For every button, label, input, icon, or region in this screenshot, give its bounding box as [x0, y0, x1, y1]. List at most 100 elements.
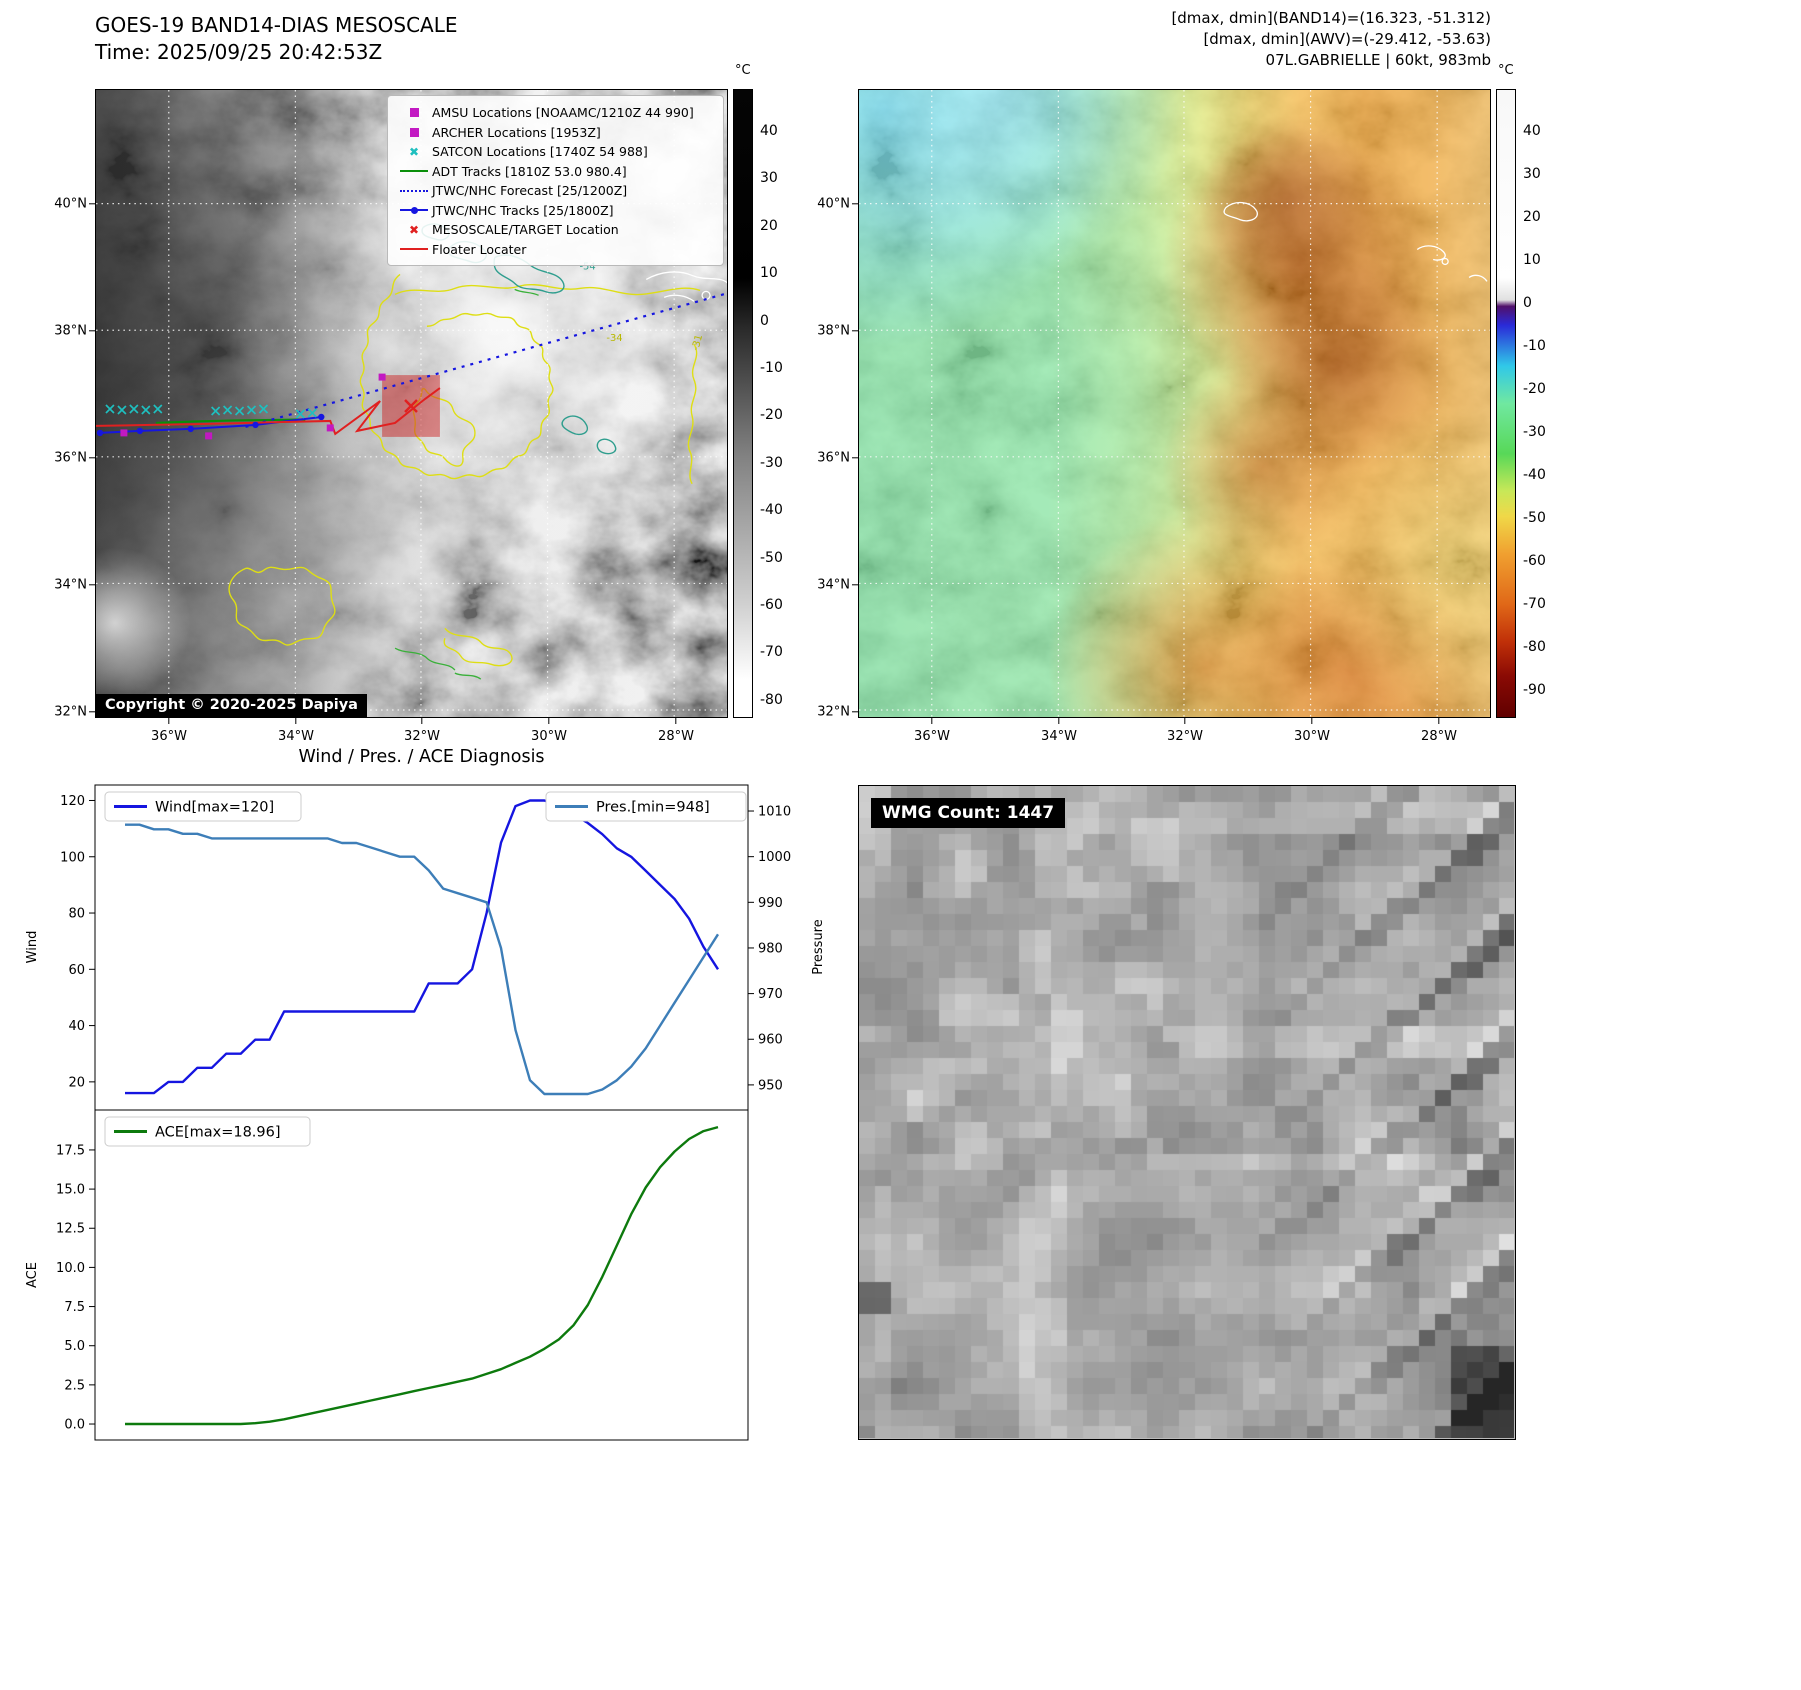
colorbar-tick-label: -80: [760, 691, 783, 708]
lon-tick-label: 34°W: [1041, 729, 1077, 744]
lon-tick-label: 36°W: [914, 729, 950, 744]
pressure-axis-label: Pressure: [811, 919, 826, 975]
lon-tick-label: 36°W: [151, 729, 187, 744]
pressure-legend-label: Pres.[min=948]: [596, 800, 710, 816]
lon-tick-label: 28°W: [658, 729, 694, 744]
temperature-contours-yellow: [228, 273, 701, 667]
satcon-markers: [105, 404, 317, 419]
timestamp: Time: 2025/09/25 20:42:53Z: [95, 40, 383, 64]
lon-tick-label: 32°W: [404, 729, 440, 744]
legend-marker: [396, 170, 432, 172]
pressure-legend: Pres.[min=948]: [545, 791, 747, 822]
colorbar-tick-label: -50: [760, 549, 783, 566]
band14-colorbar: °C 40 30 20 10 0 -10 -20 -30 -40 -50 -60 -70 -80: [733, 63, 805, 718]
lat-tick-label: 40°N: [54, 196, 87, 212]
pressure-tick-label: 950: [758, 1078, 783, 1093]
lon-tick-label: 28°W: [1421, 729, 1457, 744]
colorbar-tick-label: 40: [1523, 123, 1541, 139]
legend-item-label: JTWC/NHC Tracks [25/1800Z]: [432, 202, 614, 218]
lat-tick-label: 36°N: [54, 450, 87, 466]
colorbar-tick-label: -30: [760, 454, 783, 471]
lon-tickmark: [675, 718, 677, 724]
colorbar-tick-label: 30: [760, 170, 778, 187]
legend-item: ARCHER Locations [1953Z]: [396, 124, 715, 141]
lat-tickmark: [89, 584, 95, 586]
legend-item: ADT Tracks [1810Z 53.0 980.4]: [396, 163, 715, 180]
lat-tickmark: [852, 203, 858, 205]
colorbar-tick-label: -90: [1523, 682, 1546, 698]
contour-value-label: -31: [690, 333, 705, 352]
colorbar-tick-label: 20: [760, 217, 778, 234]
wmg-count-label: WMG Count: 1447: [871, 798, 1066, 828]
legend-marker: ✖: [396, 224, 432, 236]
contour-path: [687, 343, 698, 485]
lon-tickmark: [168, 718, 170, 724]
wind-legend: Wind[max=120]: [104, 791, 302, 822]
awv-white-contours: [1223, 201, 1488, 282]
ace-legend: ACE[max=18.96]: [104, 1116, 311, 1147]
ace-tick-label: 2.5: [64, 1378, 85, 1393]
legend-item: ✖ MESOSCALE/TARGET Location: [396, 221, 715, 238]
colorbar-tick-label: -80: [1523, 639, 1546, 655]
legend-marker: [396, 206, 432, 215]
lon-tick-label: 30°W: [1294, 729, 1330, 744]
legend-item: ✖ SATCON Locations [1740Z 54 988]: [396, 143, 715, 160]
dmax-dmin-band14: [dmax, dmin](BAND14)=(16.323, -51.312): [1171, 9, 1491, 27]
colorbar-tick-label: -60: [760, 597, 783, 613]
amsu-square-icon: [378, 373, 386, 381]
legend-marker: [396, 127, 432, 137]
lon-tickmark: [548, 718, 550, 724]
colorbar-tick-label: -20: [1523, 381, 1546, 397]
lat-tick-label: 36°N: [817, 450, 850, 466]
lat-tick-label: 38°N: [817, 323, 850, 339]
legend-marker: [396, 108, 432, 117]
jtwc-track-point: [187, 425, 194, 433]
colorbar-tick-label: -10: [1523, 338, 1546, 354]
contour-labels: -54 -34 -31: [579, 261, 705, 352]
floater-locater-line: [96, 387, 441, 436]
dotted-line-marker-icon: [400, 189, 428, 192]
line-dot-marker-icon: [400, 206, 428, 215]
amsu-square-icon: [326, 424, 334, 432]
lon-tickmark: [1438, 718, 1440, 724]
colorbar-tick-label: -70: [1523, 596, 1546, 612]
ace-legend-box: [104, 1116, 311, 1147]
square-marker-icon: [409, 127, 419, 137]
contour-path: [645, 271, 727, 284]
lon-tickmark: [1311, 718, 1313, 724]
colorbar-unit-label: °C: [1498, 63, 1514, 78]
colorbar-tick-label: -10: [760, 360, 783, 376]
lon-tickmark: [1184, 718, 1186, 724]
contour-ring: [1441, 257, 1449, 266]
satcon-x-icon: [153, 404, 163, 414]
satcon-x-icon: [141, 405, 151, 415]
lon-tickmark: [931, 718, 933, 724]
legend-item-label: ADT Tracks [1810Z 53.0 980.4]: [432, 163, 627, 179]
lat-tickmark: [852, 330, 858, 332]
colorbar-tick-label: 20: [1523, 209, 1541, 225]
wind-tick-label: 20: [68, 1075, 85, 1090]
lat-tickmark: [89, 203, 95, 205]
x-marker-icon: ✖: [408, 144, 420, 159]
ace-legend-label: ACE[max=18.96]: [155, 1125, 281, 1141]
square-marker-icon: [409, 108, 419, 117]
ace-plot-frame: [94, 1109, 749, 1441]
colorbar-tick-label: -40: [1523, 467, 1546, 483]
legend-item-label: ARCHER Locations [1953Z]: [432, 124, 601, 140]
contour-path: [514, 288, 539, 296]
wind-tick-label: 40: [68, 1019, 85, 1034]
track-overlay: [96, 292, 727, 440]
band14-colorbar-gradient: [733, 89, 753, 718]
contour-path: [663, 294, 695, 302]
lon-tick-label: 30°W: [531, 729, 567, 744]
satcon-x-icon: [258, 404, 269, 414]
diagnosis-title: Wind / Pres. / ACE Diagnosis: [298, 747, 545, 767]
awv-satellite-image: [859, 90, 1490, 717]
target-x-icon: [404, 399, 418, 413]
satcon-x-icon: [295, 409, 305, 419]
adt-track-line: [155, 418, 306, 425]
x-marker-icon: ✖: [408, 222, 420, 237]
colorbar-tick-label: 10: [1523, 252, 1541, 268]
legend-item-label: SATCON Locations [1740Z 54 988]: [432, 144, 648, 159]
pressure-tick-label: 980: [758, 941, 783, 956]
